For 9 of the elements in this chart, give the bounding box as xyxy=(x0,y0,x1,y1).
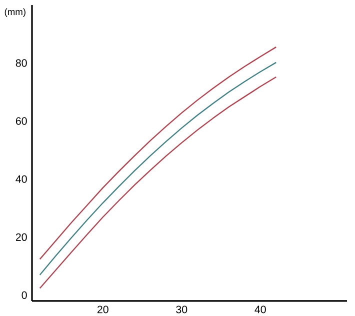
y-tick-label: 0 xyxy=(22,291,27,299)
x-tick-label: 30 xyxy=(176,306,188,314)
y-tick-label: 20 xyxy=(16,233,27,241)
x-tick-label: 40 xyxy=(254,306,266,314)
y-axis-title: (mm) xyxy=(4,8,26,17)
y-tick-label: 80 xyxy=(16,59,27,67)
y-tick-label: 40 xyxy=(16,175,27,183)
x-tick-label: 20 xyxy=(97,306,108,314)
y-tick-label: 60 xyxy=(16,117,27,125)
